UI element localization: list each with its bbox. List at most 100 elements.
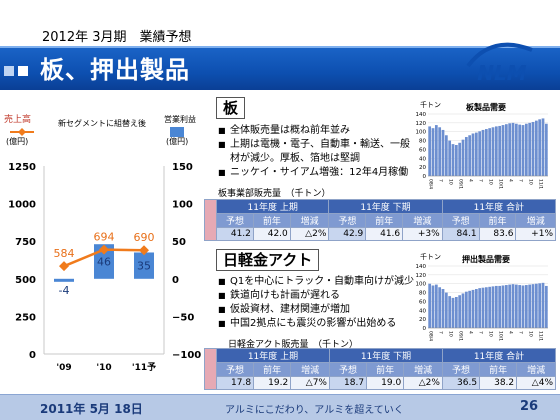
mini-bar	[504, 124, 508, 176]
mini-tick: 80	[419, 291, 426, 297]
itaban-bullet: 上期は電機・電子、自動車・輸送、一般材が減少。厚板、箔地は堅調	[218, 138, 412, 166]
mini-x-tick: 10	[528, 179, 534, 185]
mini-bar	[451, 297, 455, 328]
table-cell: △2%	[403, 376, 443, 390]
mini-tick: 20	[419, 317, 426, 323]
mini-bar	[528, 284, 532, 328]
sales-profit-chart: 売上高 (億円) 新セグメントに組替え後 営業利益 (億円) 125010007…	[4, 113, 201, 373]
table-cell: 84.1	[441, 227, 480, 241]
right-axis-tick: 100	[172, 200, 193, 211]
nikkei-demand-unit: 千トン	[420, 253, 441, 261]
mini-tick: 0	[423, 174, 427, 180]
itaban-demand-chart: 0 20 40 60 80 100 120 140 08/4 7 10 09/1 4 7 10 10/1 4 7 1…	[416, 112, 548, 189]
mini-bar	[448, 296, 452, 328]
table-subheader: 増減	[516, 362, 556, 377]
mini-bar	[431, 285, 435, 328]
mini-bar	[521, 285, 525, 328]
mini-bar	[498, 285, 502, 328]
right-axis-title: 営業利益	[164, 114, 196, 124]
mini-x-tick: 11/1	[538, 331, 544, 341]
mini-bar	[491, 127, 495, 176]
table-cell: +1%	[515, 227, 556, 241]
table-cell: △2%	[289, 227, 330, 241]
mini-x-tick: 7	[518, 331, 524, 334]
mini-x-tick: 7	[518, 179, 524, 182]
footer-date: 2011年 5月 18日	[40, 402, 143, 416]
logo-swoosh	[466, 42, 533, 68]
table-subheader: 予想	[216, 213, 254, 228]
mini-bar	[494, 126, 498, 176]
mini-bar	[461, 139, 465, 176]
mini-bar	[428, 283, 432, 328]
table-cell: 19.0	[366, 376, 405, 390]
left-axis-title: 売上高	[4, 113, 31, 125]
profit-bar	[134, 252, 154, 279]
table-cell: △4%	[516, 376, 556, 390]
header-bar: 2012年 3月期 業績予想	[0, 0, 560, 46]
mini-x-tick: 4	[508, 179, 514, 182]
mini-x-tick: 7	[478, 179, 484, 182]
mini-bar	[524, 123, 528, 176]
mini-bar	[508, 123, 512, 176]
mini-bar	[501, 125, 505, 176]
mini-x-tick: 4	[468, 179, 474, 182]
itaban-heading: 板	[216, 97, 246, 119]
mini-tick: 20	[419, 165, 426, 171]
page-number: 26	[520, 399, 539, 414]
mini-x-tick: 08/4	[428, 331, 434, 341]
mini-x-tick: 09/1	[458, 331, 464, 341]
mini-bar	[538, 283, 542, 328]
left-axis-tick: 0	[29, 350, 36, 361]
table-subheader: 予想	[328, 362, 368, 377]
table-subheader: 予想	[441, 362, 481, 377]
mini-x-tick: 4	[508, 331, 514, 334]
logo-text: NLM	[477, 61, 526, 84]
title-square	[18, 66, 28, 76]
right-axis-tick: −50	[172, 312, 194, 323]
mini-bar	[438, 127, 442, 176]
mini-bar	[494, 285, 498, 328]
mini-tick: 60	[419, 299, 426, 305]
mini-bar	[544, 123, 548, 176]
table-group-header: 11年度 上期	[215, 199, 330, 214]
mini-bar	[471, 133, 475, 176]
mini-x-tick: 10	[448, 179, 454, 185]
mini-x-tick: 10	[448, 331, 454, 337]
mini-bar	[478, 288, 482, 328]
mini-tick: 60	[419, 147, 426, 153]
title-square-light	[4, 66, 14, 76]
left-axis-tick: 500	[15, 275, 36, 286]
mini-x-tick: 09/1	[458, 179, 464, 189]
table-subheader: 前年	[366, 362, 405, 377]
mini-bar	[498, 125, 502, 176]
mini-bar	[454, 297, 458, 328]
sales-label: 690	[134, 231, 155, 244]
table-group-header: 11年度 合計	[441, 348, 557, 363]
nikkei-demand-title: 押出製品需要	[462, 255, 510, 264]
table-subheader: 前年	[478, 213, 517, 228]
table-marker	[204, 348, 217, 390]
nikkei-table-caption: 日軽金アクト販売量 （千トン）	[228, 340, 359, 350]
mini-bar	[501, 285, 505, 328]
mini-bar	[478, 131, 482, 176]
mini-tick: 100	[416, 282, 427, 288]
mini-bar	[484, 129, 488, 176]
right-axis-unit: (億円)	[166, 136, 188, 146]
table-cell: 18.7	[328, 376, 368, 390]
nlm-logo: NLM	[466, 42, 533, 84]
mini-bar	[521, 125, 525, 176]
mini-bar	[441, 129, 445, 176]
mini-bar	[471, 289, 475, 328]
itaban-demand-unit: 千トン	[420, 101, 441, 109]
mini-bar	[518, 285, 522, 328]
right-axis-tick: −100	[172, 350, 201, 361]
mini-bar	[461, 293, 465, 328]
table-row: 41.2 42.0 △2% 42.9 41.6 +3% 84.1 83.6 +1…	[205, 227, 556, 241]
profit-label: 46	[97, 256, 111, 269]
table-cell: 42.9	[328, 227, 367, 241]
left-axis-unit: (億円)	[6, 136, 28, 146]
right-axis-tick: 150	[172, 162, 193, 173]
nikkei-bullets: Q1を中心にトラック・自動車向けが減少 鉄道向けも計画が遅れる 仮設資材、建材関…	[218, 275, 418, 331]
sales-legend-marker	[18, 128, 26, 136]
mini-tick: 140	[416, 264, 427, 270]
